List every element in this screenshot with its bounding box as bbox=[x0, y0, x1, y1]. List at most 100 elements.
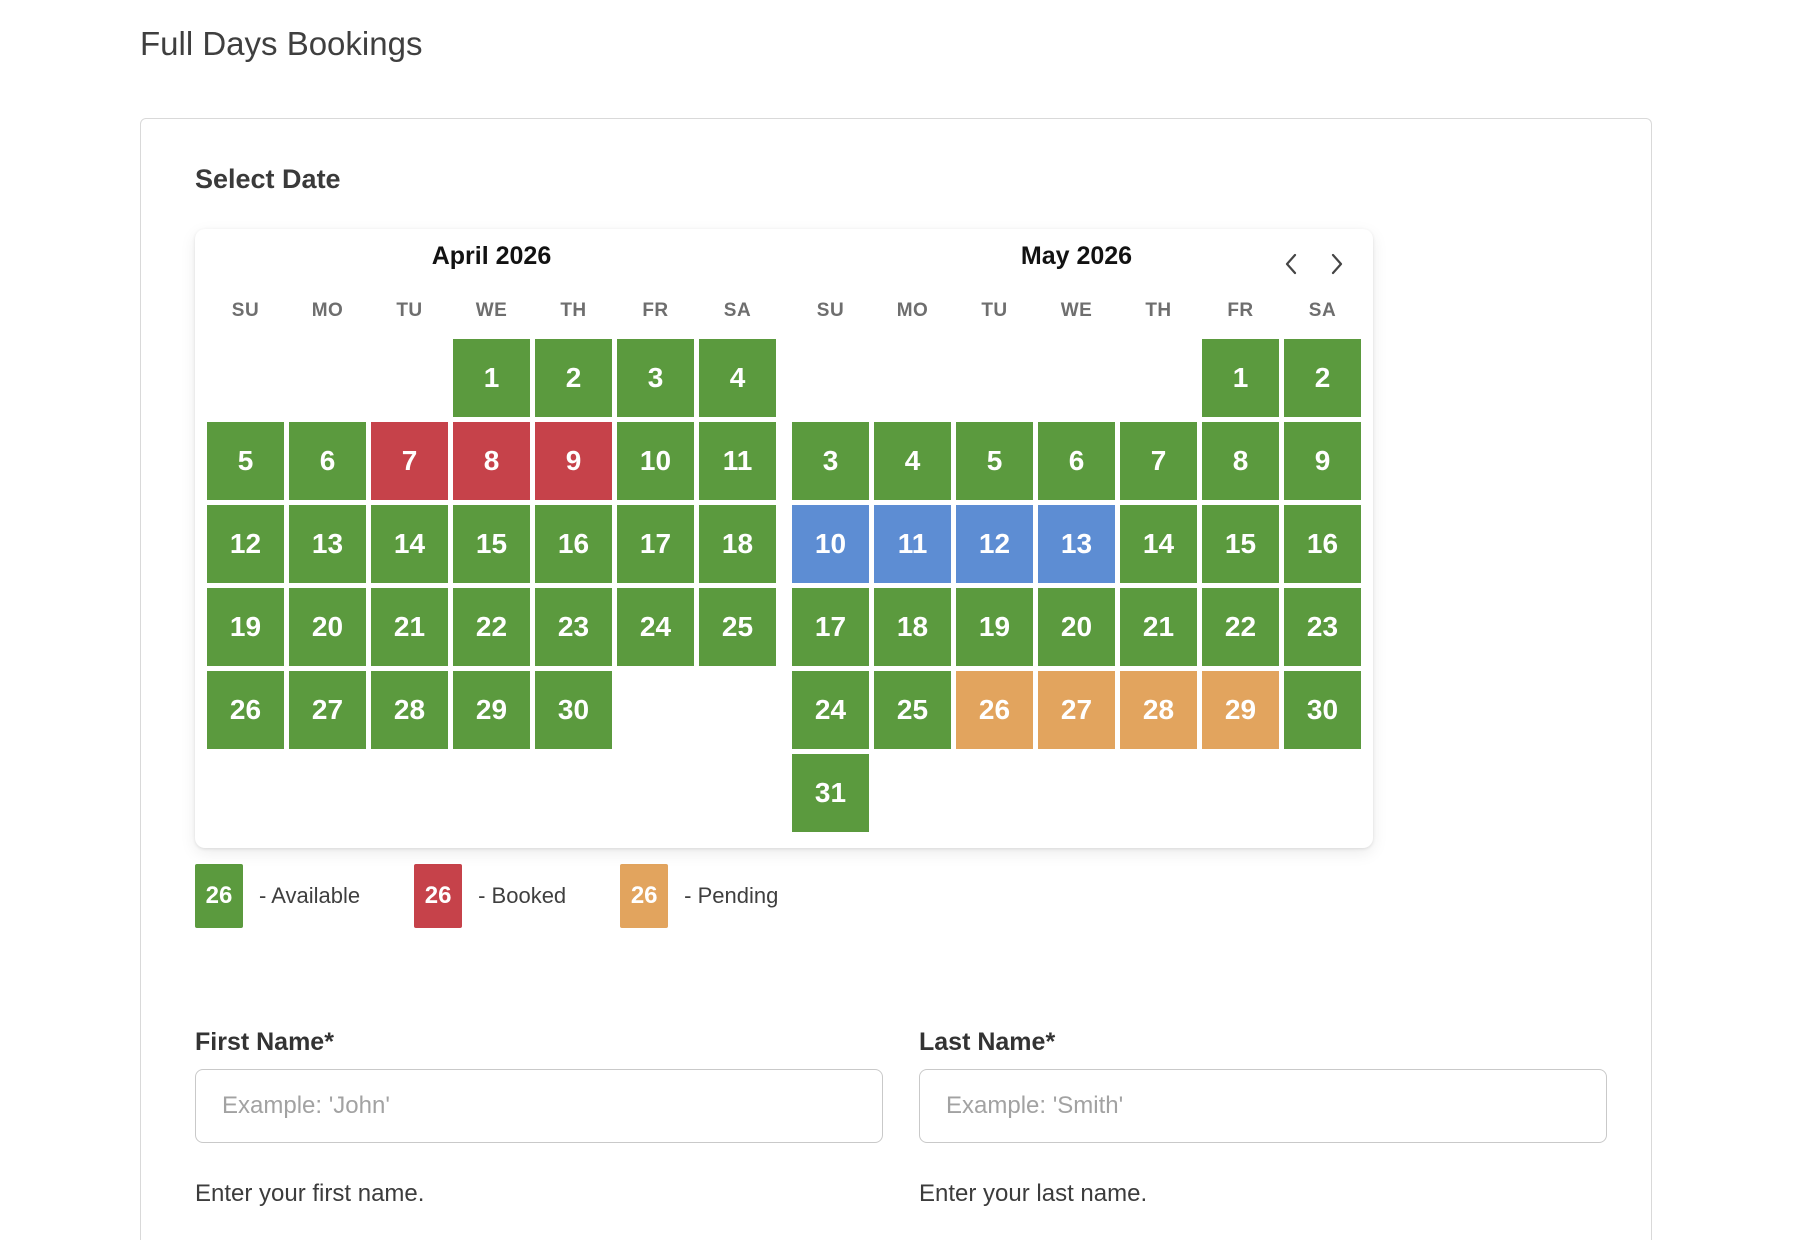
last-name-help: Enter your last name. bbox=[919, 1180, 1148, 1207]
legend-available-swatch: 26 bbox=[195, 864, 243, 928]
calendar-day-cell[interactable]: 11 bbox=[874, 505, 951, 583]
calendar-day-cell[interactable]: 23 bbox=[535, 588, 612, 666]
month-april: April 2026 SU MO TU WE TH FR SA 1 2 3 4 5 6 7 8 9 10 11 1… bbox=[207, 243, 776, 832]
month-title: May 2026 bbox=[1020, 242, 1133, 270]
calendar-day-cell[interactable]: 16 bbox=[535, 505, 612, 583]
calendar-day-cell[interactable]: 22 bbox=[453, 588, 530, 666]
first-name-input[interactable] bbox=[195, 1069, 883, 1143]
calendar-day-cell[interactable]: 9 bbox=[1284, 422, 1361, 500]
calendar-day-cell[interactable]: 12 bbox=[207, 505, 284, 583]
legend-item-available: 26 - Available bbox=[195, 864, 360, 928]
weekday-label: MO bbox=[311, 300, 344, 321]
calendar-day-cell[interactable]: 13 bbox=[289, 505, 366, 583]
months-container: April 2026 SU MO TU WE TH FR SA 1 2 3 4 5 6 7 8 9 10 11 1… bbox=[207, 243, 1361, 832]
calendar-day-cell[interactable]: 7 bbox=[371, 422, 448, 500]
calendar-day-cell[interactable]: 18 bbox=[699, 505, 776, 583]
calendar-day-cell[interactable]: 18 bbox=[874, 588, 951, 666]
legend-pending-label: - Pending bbox=[684, 883, 779, 908]
calendar-day-cell[interactable]: 19 bbox=[956, 588, 1033, 666]
prev-month-button[interactable] bbox=[1281, 249, 1301, 282]
last-name-input[interactable] bbox=[919, 1069, 1607, 1143]
calendar-day-cell[interactable]: 29 bbox=[453, 671, 530, 749]
calendar-day-cell[interactable]: 5 bbox=[956, 422, 1033, 500]
calendar-day-cell[interactable]: 10 bbox=[617, 422, 694, 500]
calendar-day-cell[interactable]: 1 bbox=[453, 339, 530, 417]
calendar-day-cell[interactable]: 25 bbox=[874, 671, 951, 749]
legend-pending-swatch: 26 bbox=[620, 864, 669, 928]
weekday-label: SA bbox=[723, 300, 752, 321]
calendar-day-cell[interactable]: 7 bbox=[1120, 422, 1197, 500]
weekday-label: SU bbox=[231, 300, 260, 321]
calendar-day-cell[interactable]: 13 bbox=[1038, 505, 1115, 583]
calendar-day-cell[interactable]: 2 bbox=[535, 339, 612, 417]
calendar-day-cell[interactable]: 3 bbox=[792, 422, 869, 500]
calendar-day-cell[interactable]: 20 bbox=[289, 588, 366, 666]
name-fields-row: First Name* Enter your first name. Last … bbox=[195, 1028, 1607, 1209]
calendar-day-cell[interactable]: 9 bbox=[535, 422, 612, 500]
calendar-day-cell[interactable]: 31 bbox=[792, 754, 869, 832]
days-grid: 1 2 3 4 5 6 7 8 9 10 11 12 13 14 15 16 17 18 19 20 21 22 23 24 2… bbox=[207, 339, 776, 749]
calendar-day-cell[interactable]: 8 bbox=[453, 422, 530, 500]
last-name-field-group: Last Name* Enter your last name. bbox=[919, 1028, 1607, 1209]
first-name-field-group: First Name* Enter your first name. bbox=[195, 1028, 883, 1209]
calendar-day-cell[interactable]: 27 bbox=[289, 671, 366, 749]
days-grid: 1 2 3 4 5 6 7 8 9 10 11 12 13 14 15 16 17 18 19 20 21 22 23 24 2… bbox=[792, 339, 1361, 832]
calendar-day-cell[interactable]: 24 bbox=[617, 588, 694, 666]
calendar-day-cell[interactable]: 21 bbox=[371, 588, 448, 666]
calendar-day-cell[interactable]: 15 bbox=[453, 505, 530, 583]
next-month-button[interactable] bbox=[1327, 249, 1347, 282]
chevron-left-icon bbox=[1283, 253, 1299, 278]
calendar-day-cell[interactable]: 27 bbox=[1038, 671, 1115, 749]
calendar-nav bbox=[1281, 249, 1347, 282]
legend-item-booked: 26 - Booked bbox=[414, 864, 566, 928]
calendar-day-cell[interactable]: 4 bbox=[874, 422, 951, 500]
calendar-day-cell[interactable]: 2 bbox=[1284, 339, 1361, 417]
weekday-label: TH bbox=[1145, 300, 1172, 321]
calendar-day-cell[interactable]: 14 bbox=[371, 505, 448, 583]
calendar-day-cell[interactable]: 30 bbox=[535, 671, 612, 749]
calendar-day-cell[interactable]: 21 bbox=[1120, 588, 1197, 666]
weekday-label: TU bbox=[396, 300, 423, 321]
calendar-day-cell[interactable]: 6 bbox=[1038, 422, 1115, 500]
calendar-legend: 26 - Available 26 - Booked 26 - Pending bbox=[195, 864, 1607, 928]
weekday-label: FR bbox=[1227, 300, 1254, 321]
calendar-day-cell[interactable]: 17 bbox=[792, 588, 869, 666]
calendar-day-cell[interactable]: 4 bbox=[699, 339, 776, 417]
calendar-day-cell[interactable]: 3 bbox=[617, 339, 694, 417]
calendar-day-cell[interactable]: 16 bbox=[1284, 505, 1361, 583]
calendar-day-cell[interactable]: 29 bbox=[1202, 671, 1279, 749]
legend-booked-label: - Booked bbox=[478, 883, 567, 908]
legend-available-label: - Available bbox=[259, 883, 361, 908]
weekday-row: SU MO TU WE TH FR SA bbox=[792, 299, 1361, 323]
calendar-day-cell[interactable]: 24 bbox=[792, 671, 869, 749]
calendar-day-cell[interactable]: 14 bbox=[1120, 505, 1197, 583]
last-name-label: Last Name* bbox=[919, 1028, 1056, 1056]
calendar-day-cell[interactable]: 26 bbox=[207, 671, 284, 749]
calendar-day-cell[interactable]: 30 bbox=[1284, 671, 1361, 749]
calendar-day-cell[interactable]: 28 bbox=[371, 671, 448, 749]
calendar-day-cell[interactable]: 19 bbox=[207, 588, 284, 666]
calendar-day-cell[interactable]: 22 bbox=[1202, 588, 1279, 666]
calendar-day-cell[interactable]: 20 bbox=[1038, 588, 1115, 666]
calendar-day-cell[interactable]: 6 bbox=[289, 422, 366, 500]
calendar-day-cell[interactable]: 26 bbox=[956, 671, 1033, 749]
weekday-label: WE bbox=[1060, 300, 1093, 321]
calendar-day-cell[interactable]: 1 bbox=[1202, 339, 1279, 417]
calendar-day-cell[interactable]: 10 bbox=[792, 505, 869, 583]
calendar-day-cell[interactable]: 17 bbox=[617, 505, 694, 583]
select-date-heading: Select Date bbox=[195, 164, 341, 194]
calendar-day-cell[interactable]: 15 bbox=[1202, 505, 1279, 583]
calendar-day-cell[interactable]: 5 bbox=[207, 422, 284, 500]
weekday-label: FR bbox=[642, 300, 669, 321]
calendar-day-cell[interactable]: 8 bbox=[1202, 422, 1279, 500]
date-picker: April 2026 SU MO TU WE TH FR SA 1 2 3 4 5 6 7 8 9 10 11 1… bbox=[195, 229, 1373, 848]
calendar-day-cell[interactable]: 25 bbox=[699, 588, 776, 666]
weekday-label: WE bbox=[475, 300, 508, 321]
calendar-day-cell[interactable]: 23 bbox=[1284, 588, 1361, 666]
calendar-day-cell[interactable]: 12 bbox=[956, 505, 1033, 583]
weekday-label: SA bbox=[1308, 300, 1337, 321]
weekday-row: SU MO TU WE TH FR SA bbox=[207, 299, 776, 323]
calendar-day-cell[interactable]: 28 bbox=[1120, 671, 1197, 749]
calendar-day-cell[interactable]: 11 bbox=[699, 422, 776, 500]
